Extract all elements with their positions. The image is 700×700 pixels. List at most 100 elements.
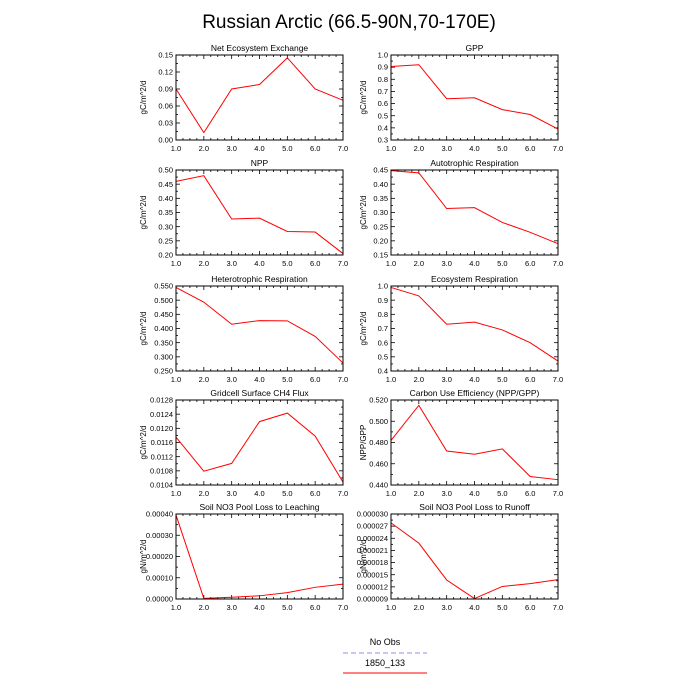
x-tick-label: 7.0 (338, 375, 348, 384)
legend-label-1850-133: 1850_133 (365, 658, 405, 668)
chart-gridcell-surface-ch4-flux: Gridcell Surface CH4 Flux gC/m^2/d 0.0104 0… (139, 388, 348, 498)
y-tick-label: 0.0128 (150, 396, 173, 405)
x-tick-label: 5.0 (282, 259, 292, 268)
chart-title: Soil NO3 Pool Loss to Runoff (419, 502, 530, 512)
x-tick-label: 2.0 (199, 144, 209, 153)
x-tick-label: 3.0 (226, 375, 236, 384)
y-tick-label: 0.350 (154, 338, 173, 347)
y-tick-label: 0.20 (373, 236, 388, 245)
figure-title: Russian Arctic (66.5-90N,70-170E) (202, 12, 496, 33)
y-tick-label: 0.15 (158, 51, 173, 60)
x-tick-label: 3.0 (226, 489, 236, 498)
y-axis-label: gC/m^2/d (139, 81, 148, 115)
y-tick-label: 0.30 (158, 222, 173, 231)
y-tick-label: 0.000024 (357, 534, 388, 543)
plot-frame (175, 54, 344, 141)
x-tick-label: 3.0 (226, 259, 236, 268)
chart-title: Gridcell Surface CH4 Flux (210, 388, 309, 398)
y-axis-label: gC/m^2/d (359, 196, 368, 230)
series-line-1850-133 (175, 175, 344, 254)
chart-npp: NPP gC/m^2/d 0.20 0.25 0.30 0.35 0.40 0.45 0.50 1… (139, 158, 348, 268)
series-line-1850-133 (390, 404, 559, 481)
y-tick-label: 0.30 (373, 208, 388, 217)
y-tick-label: 0.0112 (151, 452, 173, 461)
x-tick-label: 7.0 (338, 144, 348, 153)
y-tick-label: 0.50 (158, 166, 173, 175)
x-tick-label: 3.0 (441, 375, 451, 384)
plot-frame (175, 285, 344, 372)
y-tick-label: 0.00000 (146, 595, 173, 604)
chart-ecosystem-respiration: Ecosystem Respiration gC/m^2/d 0.4 0.5 0.6 0.… (359, 274, 563, 384)
y-tick-label: 0.4 (378, 367, 388, 376)
x-tick-label: 1.0 (386, 259, 396, 268)
series-line-1850-133 (390, 286, 559, 362)
y-tick-label: 0.09 (158, 85, 173, 94)
x-tick-label: 4.0 (254, 603, 264, 612)
y-tick-label: 0.300 (154, 352, 173, 361)
y-tick-label: 0.000012 (357, 582, 388, 591)
y-tick-label: 0.480 (369, 438, 388, 447)
chart-soil-no3-pool-loss-to-leaching: Soil NO3 Pool Loss to LeachinggN/m^2/d0.… (139, 502, 348, 612)
y-tick-label: 0.03 (158, 119, 173, 128)
y-tick-label: 0.00020 (146, 552, 173, 561)
plot-frame (390, 513, 559, 600)
y-tick-label: 0.7 (378, 87, 388, 96)
y-tick-label: 0.20 (158, 251, 173, 260)
series-line-1850-133 (175, 514, 344, 599)
series-line-1850-133 (175, 57, 344, 134)
y-tick-label: 0.6 (378, 338, 388, 347)
x-tick-label: 4.0 (254, 489, 264, 498)
x-tick-label: 7.0 (338, 603, 348, 612)
x-tick-label: 2.0 (414, 144, 424, 153)
x-tick-label: 7.0 (553, 144, 563, 153)
x-tick-label: 7.0 (338, 489, 348, 498)
x-tick-label: 4.0 (254, 144, 264, 153)
chart-net-ecosystem-exchange: Net Ecosystem Exchange gC/m^2/d 0.00 0.03 0.… (139, 43, 348, 153)
chart-carbon-use-efficiency-npp-gpp: Carbon Use Efficiency (NPP/GPP)NPP/GPP0.… (359, 388, 563, 498)
x-tick-label: 5.0 (497, 489, 507, 498)
plot-frame (390, 54, 559, 141)
x-tick-label: 6.0 (310, 144, 320, 153)
x-tick-label: 3.0 (441, 259, 451, 268)
y-tick-label: 0.00010 (146, 573, 173, 582)
y-tick-label: 0.5 (378, 352, 388, 361)
chart-title: NPP (251, 158, 269, 168)
y-tick-label: 0.000018 (357, 558, 388, 567)
chart-title: Soil NO3 Pool Loss to Leaching (199, 502, 319, 512)
x-tick-label: 7.0 (553, 375, 563, 384)
x-tick-label: 2.0 (199, 489, 209, 498)
x-tick-label: 1.0 (386, 375, 396, 384)
y-tick-label: 0.0108 (150, 466, 173, 475)
y-tick-label: 0.35 (158, 208, 173, 217)
chart-soil-no3-pool-loss-to-runoff: Soil NO3 Pool Loss to RunoffgN/m^2/d0.00… (357, 502, 564, 612)
y-tick-label: 0.7 (378, 324, 388, 333)
x-tick-label: 1.0 (386, 603, 396, 612)
y-tick-label: 0.0116 (151, 438, 173, 447)
x-tick-label: 5.0 (282, 375, 292, 384)
plot-frame (390, 399, 559, 486)
x-tick-label: 1.0 (171, 603, 181, 612)
x-tick-label: 7.0 (553, 259, 563, 268)
legend-label-no-obs: No Obs (370, 637, 401, 647)
y-tick-label: 0.25 (158, 236, 173, 245)
y-tick-label: 0.15 (373, 251, 388, 260)
y-tick-label: 0.000021 (357, 546, 388, 555)
x-tick-label: 3.0 (226, 603, 236, 612)
y-tick-label: 0.9 (378, 63, 388, 72)
y-tick-label: 1.0 (378, 282, 388, 291)
series-line-1850-133 (390, 64, 559, 130)
chart-title: GPP (466, 43, 484, 53)
x-tick-label: 5.0 (282, 489, 292, 498)
x-tick-label: 6.0 (310, 603, 320, 612)
x-tick-label: 6.0 (310, 489, 320, 498)
x-tick-label: 7.0 (553, 603, 563, 612)
y-tick-label: 0.000015 (357, 570, 388, 579)
y-tick-label: 1.0 (378, 51, 388, 60)
x-tick-label: 4.0 (469, 259, 479, 268)
y-tick-label: 0.8 (378, 310, 388, 319)
x-tick-label: 1.0 (386, 144, 396, 153)
y-tick-label: 0.12 (158, 68, 173, 77)
y-tick-label: 0.00030 (146, 531, 173, 540)
x-tick-label: 5.0 (282, 603, 292, 612)
x-tick-label: 1.0 (171, 259, 181, 268)
